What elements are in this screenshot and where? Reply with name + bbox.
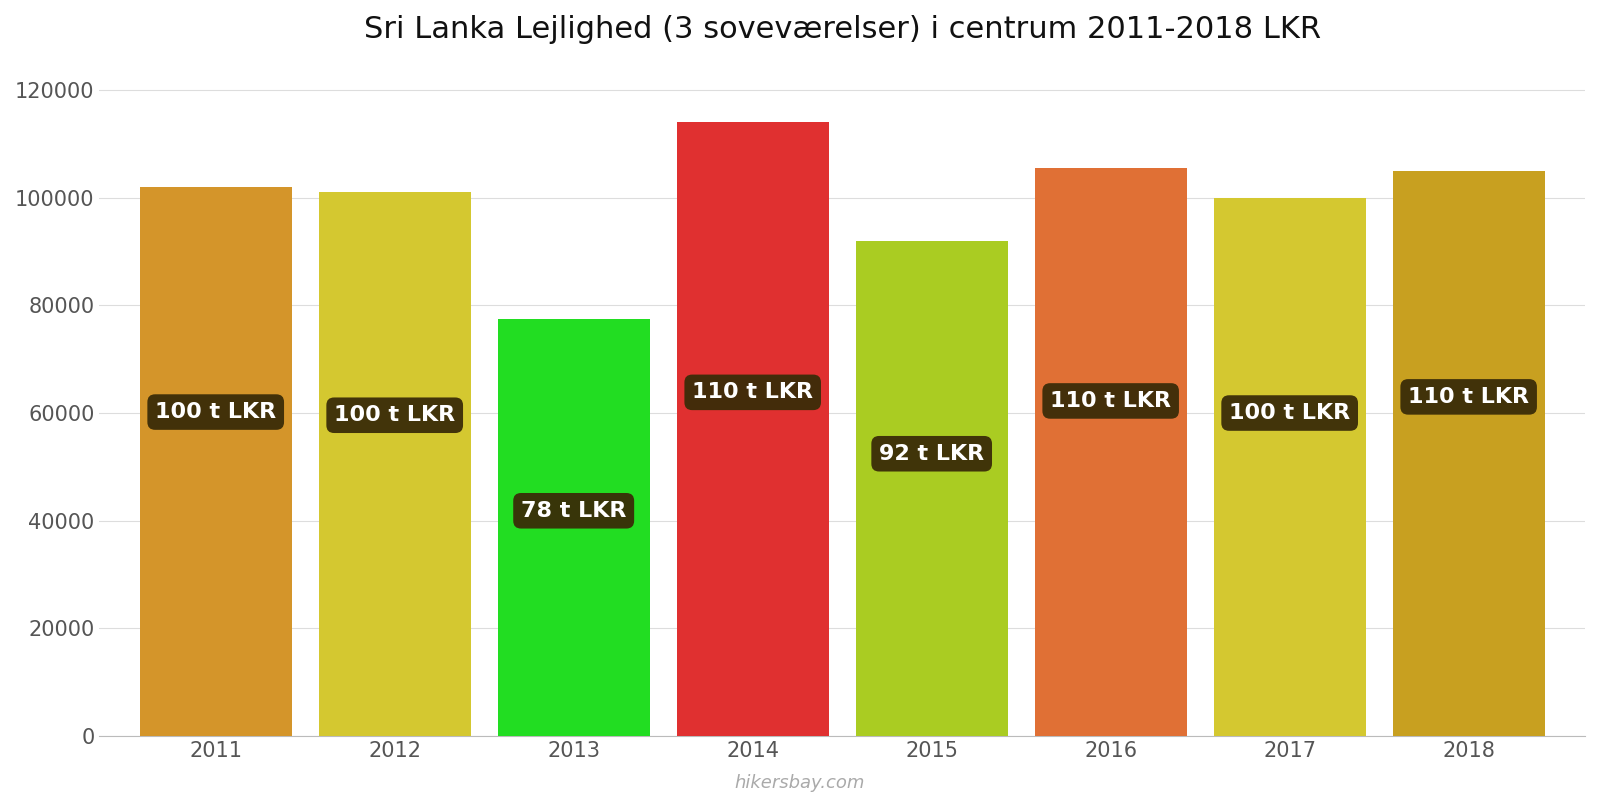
Bar (856, 241, 1008, 736)
Text: hikersbay.com: hikersbay.com (734, 774, 866, 792)
Bar (498, 318, 650, 736)
Bar (1392, 170, 1544, 736)
Bar (1035, 168, 1187, 736)
Bar (318, 192, 470, 736)
Text: 100 t LKR: 100 t LKR (334, 406, 456, 426)
Text: 110 t LKR: 110 t LKR (1050, 391, 1171, 411)
Text: 110 t LKR: 110 t LKR (693, 382, 813, 402)
Text: 100 t LKR: 100 t LKR (1229, 403, 1350, 423)
Text: 78 t LKR: 78 t LKR (522, 501, 626, 521)
Bar (677, 122, 829, 736)
Text: 92 t LKR: 92 t LKR (878, 444, 984, 464)
Bar (139, 187, 291, 736)
Text: 110 t LKR: 110 t LKR (1408, 387, 1530, 407)
Text: 100 t LKR: 100 t LKR (155, 402, 277, 422)
Title: Sri Lanka Lejlighed (3 soveværelser) i centrum 2011-2018 LKR: Sri Lanka Lejlighed (3 soveværelser) i c… (363, 15, 1320, 44)
Bar (1213, 198, 1366, 736)
